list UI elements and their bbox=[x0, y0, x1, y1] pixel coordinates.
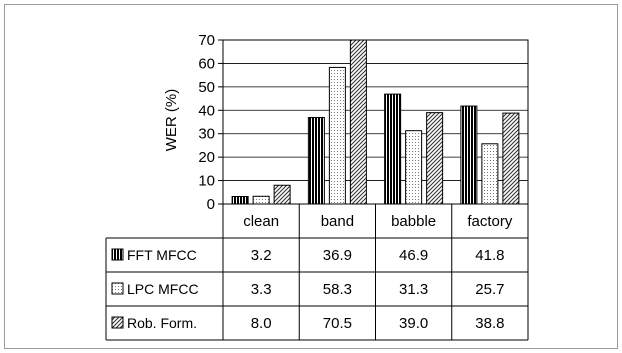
y-tick-label: 40 bbox=[198, 102, 215, 119]
legend-swatch bbox=[111, 248, 124, 261]
bar bbox=[405, 130, 423, 205]
bar bbox=[349, 39, 367, 205]
y-tick-label: 20 bbox=[198, 149, 215, 166]
bar bbox=[273, 184, 291, 205]
legend-swatch bbox=[111, 282, 124, 295]
table-value: 36.9 bbox=[323, 247, 352, 264]
table-value: 41.8 bbox=[475, 247, 504, 264]
table-value: 58.3 bbox=[323, 281, 352, 298]
category-label: clean bbox=[243, 213, 279, 230]
bar bbox=[252, 195, 270, 205]
category-label: band bbox=[321, 213, 354, 230]
legend-label: Rob. Form. bbox=[127, 315, 197, 331]
bars bbox=[231, 39, 520, 205]
table-value: 31.3 bbox=[399, 281, 428, 298]
category-label: babble bbox=[391, 213, 436, 230]
y-tick-label: 60 bbox=[198, 55, 215, 72]
y-tick-label: 30 bbox=[198, 126, 215, 143]
y-ticks: 0 10 20 30 40 50 60 70 bbox=[198, 32, 223, 213]
table-value: 70.5 bbox=[323, 315, 352, 332]
data-table: clean band babble factory FFT MFCC 3.2 36.9 46.… bbox=[105, 204, 529, 341]
table-value: 3.3 bbox=[251, 281, 272, 298]
y-tick-label: 70 bbox=[198, 32, 215, 49]
table-value: 46.9 bbox=[399, 247, 428, 264]
bar bbox=[481, 143, 499, 205]
bar bbox=[307, 117, 325, 205]
bar bbox=[328, 66, 346, 205]
y-tick-label: 0 bbox=[207, 196, 215, 213]
y-axis-label: WER (%) bbox=[163, 89, 180, 152]
table-value: 25.7 bbox=[475, 281, 504, 298]
table-value: 3.2 bbox=[251, 247, 272, 264]
bar bbox=[502, 112, 520, 205]
legend-swatch bbox=[111, 316, 124, 329]
category-label: factory bbox=[467, 213, 513, 230]
bar bbox=[460, 105, 478, 205]
bar bbox=[384, 93, 402, 205]
legend-label: FFT MFCC bbox=[127, 247, 197, 263]
bar bbox=[231, 196, 249, 205]
bar bbox=[426, 112, 444, 205]
y-tick-label: 10 bbox=[198, 173, 215, 190]
table-value: 8.0 bbox=[251, 315, 272, 332]
y-tick-label: 50 bbox=[198, 79, 215, 96]
table-value: 38.8 bbox=[475, 315, 504, 332]
figure-frame bbox=[4, 4, 618, 349]
table-value: 39.0 bbox=[399, 315, 428, 332]
legend-label: LPC MFCC bbox=[127, 281, 199, 297]
